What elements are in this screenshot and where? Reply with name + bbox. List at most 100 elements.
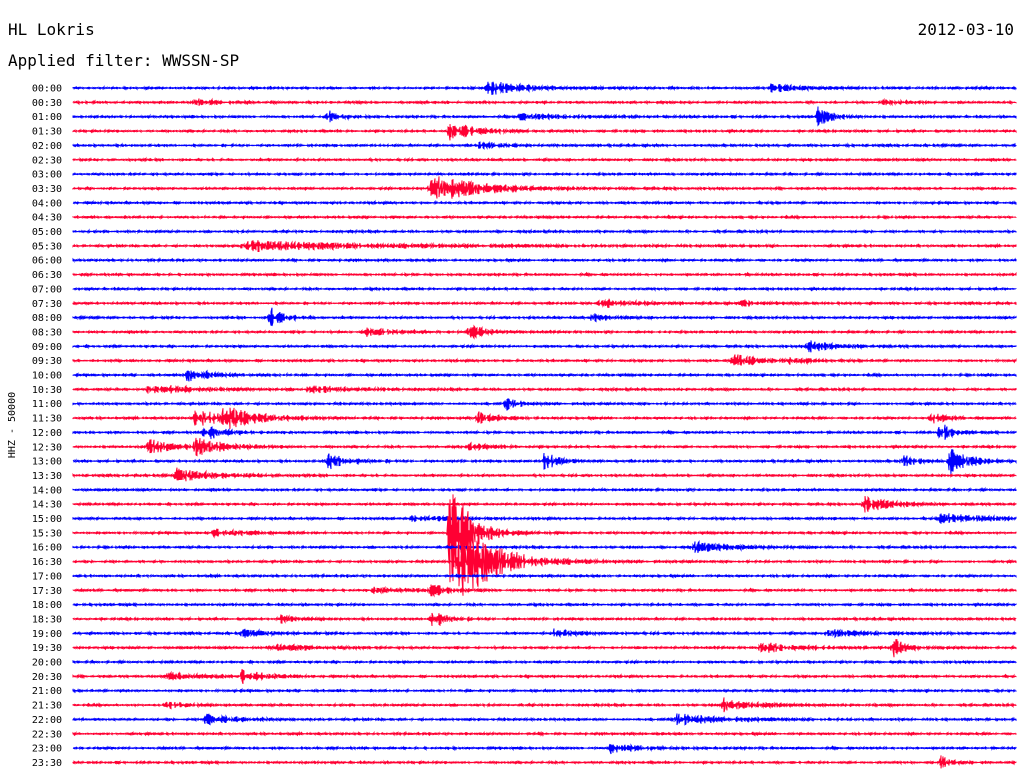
- trace-line: [72, 572, 1017, 579]
- time-tick-label: 07:30: [32, 299, 62, 310]
- trace-line: [72, 140, 1017, 150]
- trace-line: [72, 176, 1017, 199]
- trace-line: [72, 240, 1017, 252]
- trace-line: [72, 513, 1017, 524]
- time-tick-label: 15:00: [32, 514, 62, 525]
- trace-line: [72, 424, 1017, 440]
- trace-line: [72, 467, 1017, 482]
- trace-line: [72, 340, 1017, 353]
- time-tick-label: 17:30: [32, 586, 62, 597]
- time-tick-label: 21:00: [32, 686, 62, 697]
- tick-label-group: 00:00 00:30 01:00 01:30 02:00 02:30 03:00 03:30…: [32, 84, 62, 769]
- trace-line: [72, 124, 1017, 141]
- time-tick-label: 18:00: [32, 600, 62, 611]
- time-tick-label: 14:00: [32, 485, 62, 496]
- trace-line: [72, 437, 1017, 457]
- trace-line: [72, 384, 1017, 394]
- time-tick-label: 00:00: [32, 84, 62, 95]
- trace-line: [72, 199, 1017, 206]
- trace-group: [72, 81, 1017, 769]
- time-tick-label: 13:00: [32, 457, 62, 468]
- time-tick-label: 23:30: [32, 758, 62, 769]
- trace-line: [72, 486, 1017, 493]
- trace-line: [72, 398, 1017, 411]
- time-tick-label: 10:30: [32, 385, 62, 396]
- trace-line: [72, 369, 1017, 382]
- trace-line: [72, 730, 1017, 737]
- time-tick-label: 13:30: [32, 471, 62, 482]
- time-tick-label: 09:30: [32, 356, 62, 367]
- trace-line: [72, 658, 1017, 666]
- time-tick-label: 19:00: [32, 629, 62, 640]
- time-tick-label: 06:30: [32, 270, 62, 281]
- time-tick-label: 11:00: [32, 399, 62, 410]
- trace-line: [72, 494, 1017, 583]
- date-label: 2012-03-10: [917, 20, 1014, 39]
- time-tick-label: 06:00: [32, 256, 62, 267]
- time-tick-label: 14:30: [32, 500, 62, 511]
- trace-line: [72, 81, 1017, 96]
- trace-line: [72, 257, 1017, 264]
- time-tick-label: 03:30: [32, 184, 62, 195]
- trace-line: [72, 601, 1017, 608]
- trace-line: [72, 171, 1017, 178]
- time-tick-label: 15:30: [32, 528, 62, 539]
- trace-line: [72, 697, 1017, 713]
- time-tick-label: 19:30: [32, 643, 62, 654]
- trace-line: [72, 713, 1017, 726]
- time-tick-label: 08:00: [32, 313, 62, 324]
- station-title: HL Lokris: [8, 20, 95, 39]
- trace-line: [72, 755, 1017, 769]
- trace-line: [72, 228, 1017, 235]
- trace-line: [72, 307, 1017, 327]
- trace-line: [72, 531, 1017, 596]
- time-tick-label: 17:00: [32, 571, 62, 582]
- trace-line: [72, 298, 1017, 309]
- time-tick-label: 09:00: [32, 342, 62, 353]
- trace-line: [72, 156, 1017, 163]
- trace-line: [72, 612, 1017, 627]
- trace-line: [72, 324, 1017, 340]
- trace-line: [72, 584, 1017, 598]
- time-tick-label: 01:00: [32, 112, 62, 123]
- time-tick-label: 05:00: [32, 227, 62, 238]
- y-axis-label: HHZ - 50000: [7, 392, 18, 458]
- time-tick-label: 12:30: [32, 442, 62, 453]
- time-tick-label: 11:30: [32, 414, 62, 425]
- time-tick-label: 22:30: [32, 729, 62, 740]
- trace-line: [72, 354, 1017, 366]
- time-tick-label: 12:00: [32, 428, 62, 439]
- time-tick-label: 08:30: [32, 327, 62, 338]
- time-tick-label: 01:30: [32, 127, 62, 138]
- time-tick-label: 23:00: [32, 744, 62, 755]
- time-tick-label: 18:30: [32, 614, 62, 625]
- trace-line: [72, 669, 1017, 685]
- time-tick-label: 22:00: [32, 715, 62, 726]
- trace-line: [72, 639, 1017, 658]
- trace-line: [72, 97, 1017, 107]
- time-tick-label: 20:30: [32, 672, 62, 683]
- time-tick-label: 10:00: [32, 371, 62, 382]
- time-tick-label: 04:00: [32, 198, 62, 209]
- time-tick-label: 04:30: [32, 213, 62, 224]
- trace-line: [72, 106, 1017, 127]
- trace-line: [72, 743, 1017, 755]
- time-tick-label: 16:30: [32, 557, 62, 568]
- time-tick-label: 05:30: [32, 241, 62, 252]
- trace-line: [72, 407, 1017, 429]
- trace-line: [72, 687, 1017, 694]
- trace-line: [72, 448, 1017, 475]
- time-tick-label: 03:00: [32, 170, 62, 181]
- time-tick-label: 16:00: [32, 543, 62, 554]
- time-tick-label: 02:00: [32, 141, 62, 152]
- time-tick-label: 02:30: [32, 155, 62, 166]
- trace-line: [72, 285, 1017, 292]
- time-tick-label: 07:00: [32, 284, 62, 295]
- trace-line: [72, 271, 1017, 278]
- time-tick-label: 20:00: [32, 658, 62, 669]
- trace-line: [72, 628, 1017, 639]
- filter-label: Applied filter: WWSSN-SP: [8, 51, 240, 70]
- trace-line: [72, 540, 1017, 554]
- time-tick-label: 21:30: [32, 701, 62, 712]
